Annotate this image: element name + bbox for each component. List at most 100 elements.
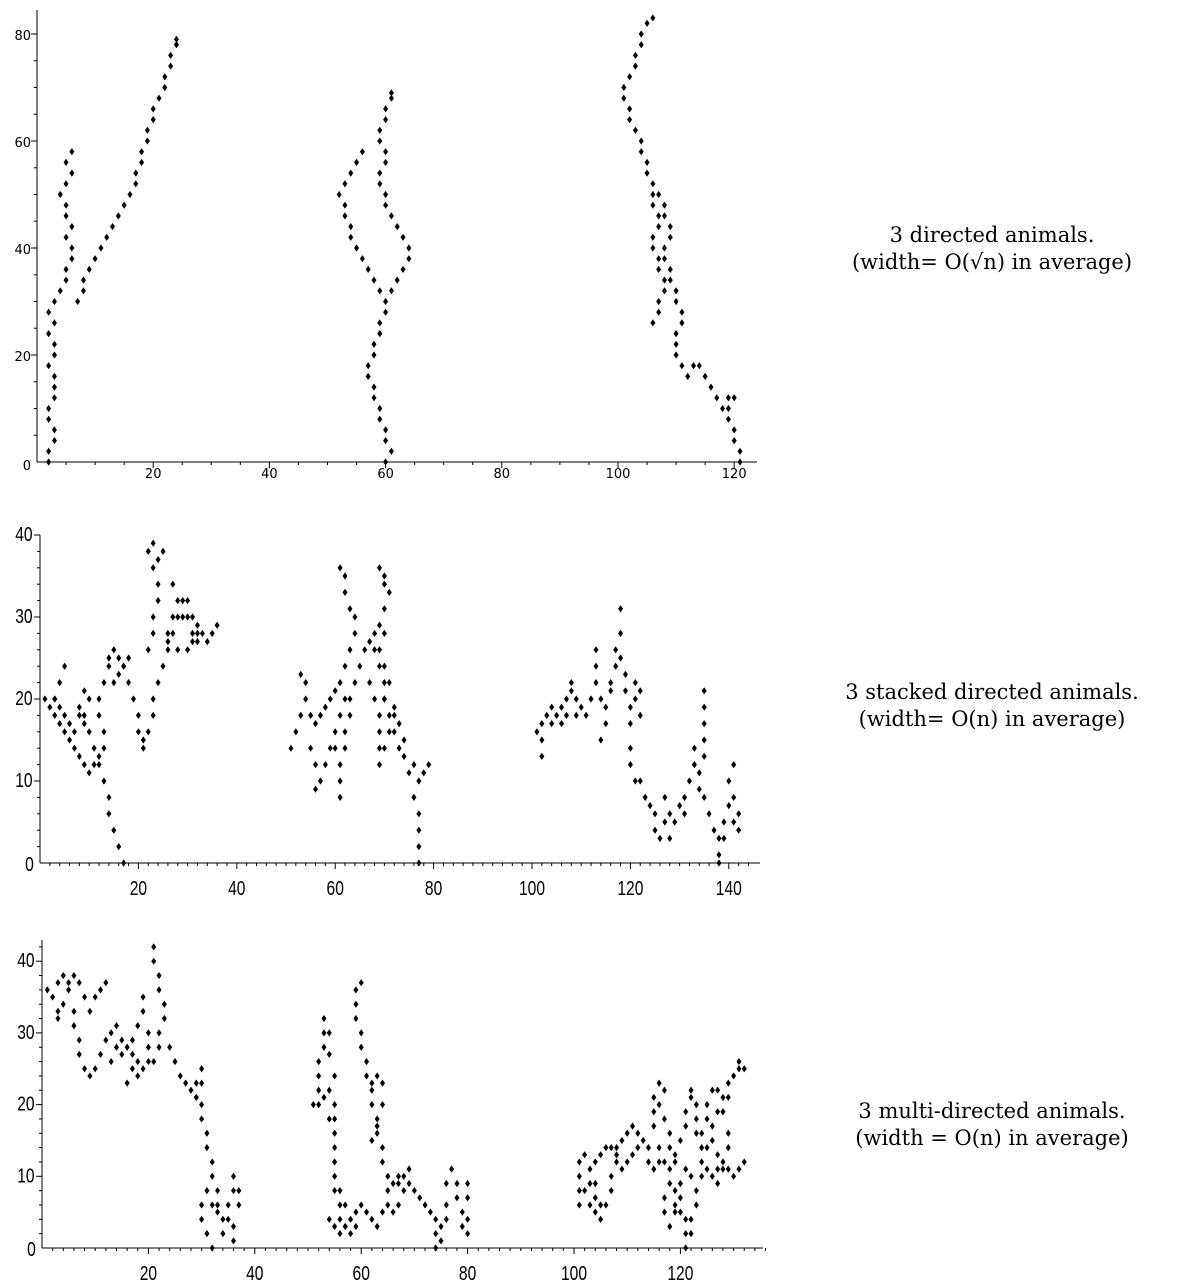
- data-point: [651, 1122, 657, 1130]
- data-point: [358, 1201, 364, 1209]
- data-point: [650, 190, 656, 199]
- data-point: [386, 588, 392, 596]
- data-point: [81, 761, 87, 769]
- data-point: [465, 1179, 471, 1188]
- data-point: [576, 1187, 582, 1195]
- data-point: [150, 695, 156, 703]
- data-point: [81, 711, 87, 719]
- data-point: [145, 547, 151, 555]
- data-point: [433, 1244, 439, 1252]
- data-point: [411, 761, 417, 769]
- data-point: [71, 744, 77, 752]
- data-point: [374, 1222, 380, 1231]
- data-point: [677, 802, 683, 810]
- data-point: [693, 1115, 699, 1123]
- data-point: [353, 1222, 359, 1231]
- data-point: [416, 777, 422, 785]
- data-point: [598, 1215, 604, 1223]
- data-point: [231, 1187, 237, 1195]
- x-tick-label: 100: [606, 467, 631, 482]
- x-tick-label: 20: [130, 877, 147, 899]
- data-point: [682, 810, 688, 818]
- data-point: [661, 201, 667, 209]
- data-point: [348, 223, 354, 231]
- data-point: [308, 744, 314, 752]
- data-point: [683, 1215, 689, 1223]
- data-point: [388, 89, 394, 97]
- data-point: [701, 736, 707, 744]
- data-point: [400, 233, 406, 241]
- data-point: [638, 41, 644, 49]
- data-point: [185, 646, 191, 654]
- data-point: [359, 148, 365, 156]
- data-point: [715, 1086, 721, 1094]
- data-point: [313, 785, 319, 793]
- data-point: [135, 1022, 141, 1030]
- data-point: [679, 362, 685, 370]
- data-point: [150, 613, 156, 621]
- data-point: [573, 711, 579, 719]
- data-point: [673, 287, 679, 295]
- data-point: [371, 383, 377, 391]
- data-point: [376, 646, 382, 654]
- data-point: [63, 233, 69, 241]
- data-point: [365, 265, 371, 273]
- data-point: [416, 843, 422, 851]
- data-point: [411, 1187, 417, 1195]
- axis-ticks: [31, 10, 757, 468]
- data-point: [62, 662, 68, 670]
- data-point: [391, 711, 397, 719]
- data-point: [377, 137, 383, 145]
- data-point: [336, 190, 342, 199]
- data-point: [667, 223, 673, 231]
- data-point: [619, 1136, 625, 1145]
- data-point: [57, 703, 63, 711]
- x-tick-label: 140: [716, 877, 742, 899]
- data-point: [369, 1215, 375, 1223]
- data-point: [443, 1215, 449, 1223]
- data-point: [342, 662, 348, 670]
- data-point: [406, 255, 412, 263]
- data-point: [145, 646, 151, 654]
- data-point: [140, 1007, 146, 1015]
- data-point: [348, 1215, 354, 1223]
- data-point: [204, 1144, 210, 1152]
- data-point: [383, 158, 389, 166]
- data-point: [51, 340, 57, 348]
- data-point: [170, 613, 176, 621]
- data-point: [433, 1230, 439, 1238]
- x-tick-label: 20: [140, 1262, 157, 1281]
- data-point: [353, 1014, 359, 1023]
- data-point: [103, 1036, 109, 1044]
- data-point: [726, 802, 732, 810]
- data-point: [358, 979, 364, 987]
- data-point: [731, 437, 737, 445]
- data-point: [364, 1057, 370, 1066]
- data-point: [688, 1086, 694, 1094]
- data-point: [677, 1208, 683, 1216]
- data-point: [582, 1151, 588, 1159]
- caption-line-2: (width = O(n) in average): [855, 1126, 1129, 1150]
- data-point: [51, 297, 57, 306]
- data-point: [173, 41, 179, 49]
- data-point: [688, 1093, 694, 1102]
- data-point: [377, 180, 383, 188]
- data-point: [657, 834, 663, 842]
- data-point: [326, 1050, 332, 1059]
- data-point: [383, 201, 389, 209]
- data-point: [342, 1222, 348, 1231]
- data-point: [170, 580, 176, 588]
- data-point: [160, 662, 166, 670]
- data-point: [129, 1065, 135, 1073]
- data-point: [465, 1215, 471, 1223]
- data-point: [51, 383, 57, 391]
- data-point: [353, 1208, 359, 1216]
- data-point: [679, 308, 685, 316]
- data-point: [327, 744, 333, 752]
- data-point: [220, 1215, 226, 1223]
- data-point: [652, 826, 658, 834]
- data-point: [326, 1086, 332, 1094]
- data-point: [667, 1222, 673, 1231]
- y-tick-label: 40: [15, 523, 32, 545]
- data-point: [62, 728, 68, 736]
